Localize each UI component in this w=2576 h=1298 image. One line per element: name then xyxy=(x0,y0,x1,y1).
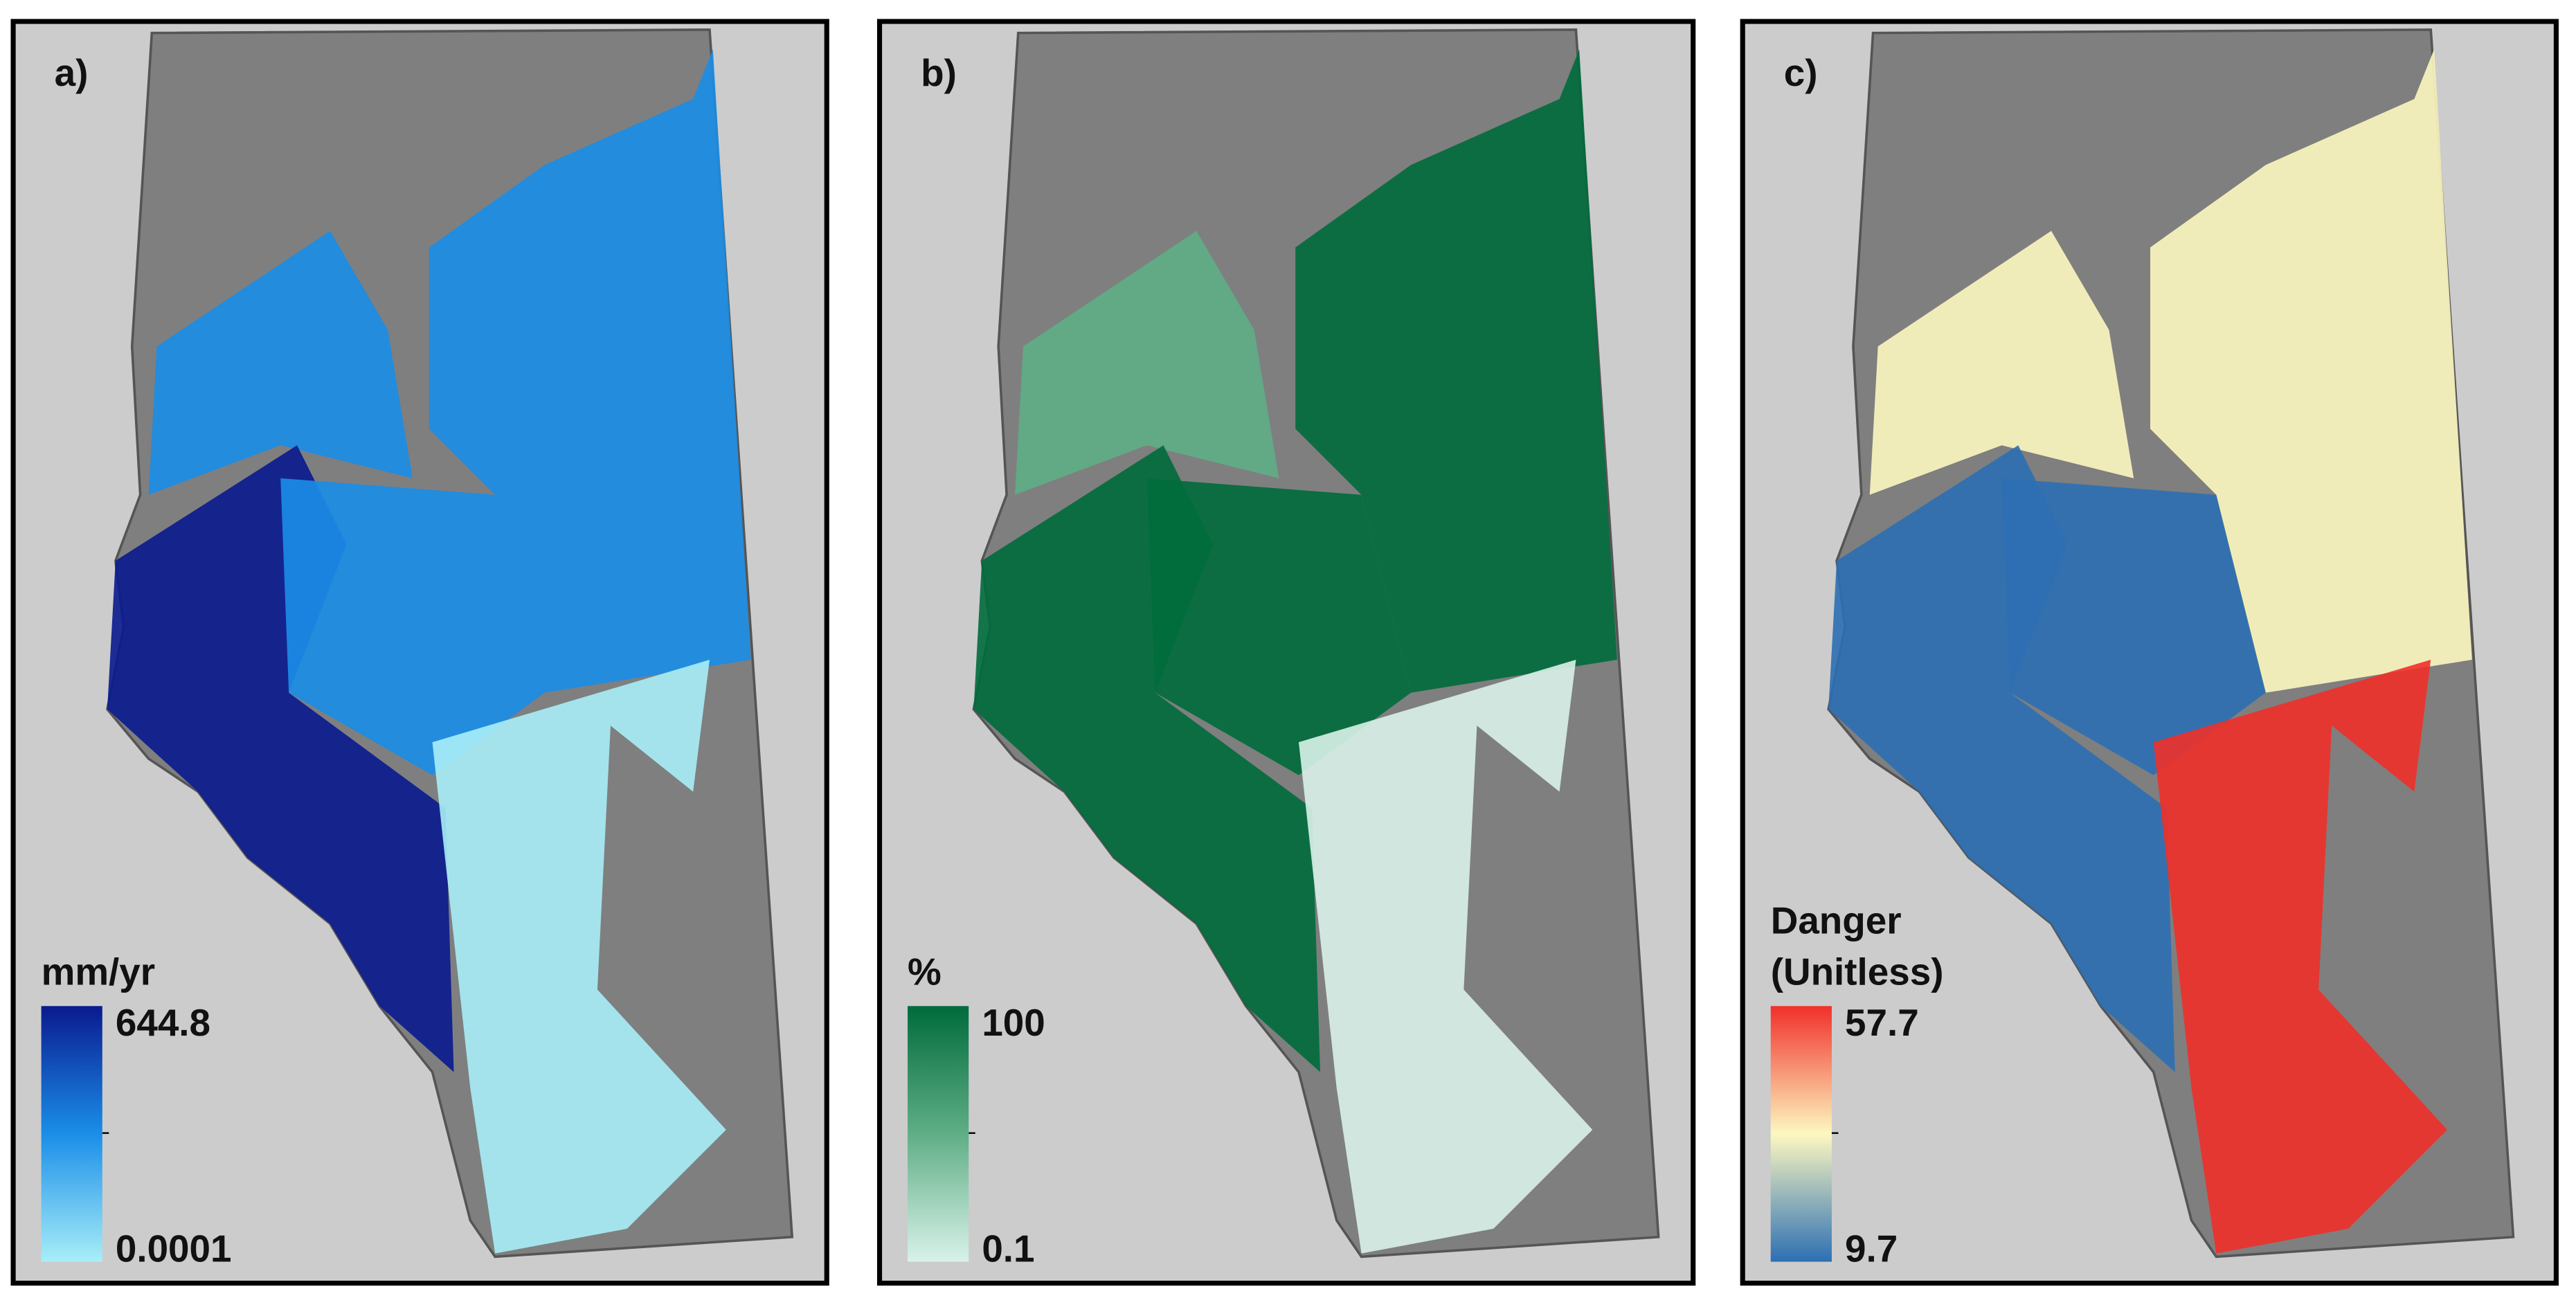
region xyxy=(1014,231,1279,495)
legend-title: (Unitless) xyxy=(1771,950,1944,993)
region xyxy=(148,231,413,495)
region xyxy=(2001,478,2266,775)
legend-min: 0.0001 xyxy=(116,1227,232,1270)
legend-min: 0.1 xyxy=(982,1227,1034,1270)
region xyxy=(1869,231,2134,495)
panel-label: b) xyxy=(921,51,957,94)
legend-min: 9.7 xyxy=(1845,1227,1898,1270)
colorbar xyxy=(908,1006,969,1262)
region xyxy=(1146,478,1412,775)
legend-max: 644.8 xyxy=(116,1001,210,1044)
colorbar xyxy=(41,1006,102,1262)
region xyxy=(280,478,545,775)
region xyxy=(432,659,726,1254)
map xyxy=(1827,28,2515,1259)
panel-label: c) xyxy=(1784,51,1818,94)
region xyxy=(1295,49,1618,693)
map-panel: b)% 100 0.1 xyxy=(876,19,1696,1286)
region xyxy=(1828,445,2175,1072)
region xyxy=(107,445,454,1072)
region xyxy=(2153,659,2448,1254)
legend-title: Danger xyxy=(1771,899,1902,941)
legend-max: 57.7 xyxy=(1845,1001,1919,1044)
colorbar xyxy=(1770,1006,1832,1262)
region xyxy=(973,445,1320,1072)
legend-title: % xyxy=(908,950,942,993)
region xyxy=(2150,49,2472,693)
map-panel: a) mm/yr 644.8 0.0001 xyxy=(10,19,829,1286)
legend-title: mm/yr xyxy=(42,950,156,993)
panel-label: a) xyxy=(55,51,89,94)
region xyxy=(429,49,751,693)
region xyxy=(1298,659,1593,1254)
legend-max: 100 xyxy=(982,1001,1045,1044)
map xyxy=(972,28,1660,1259)
map-panel: c) Danger (Unitless) 57.7 9.7 xyxy=(1740,19,2559,1286)
map xyxy=(106,28,794,1259)
